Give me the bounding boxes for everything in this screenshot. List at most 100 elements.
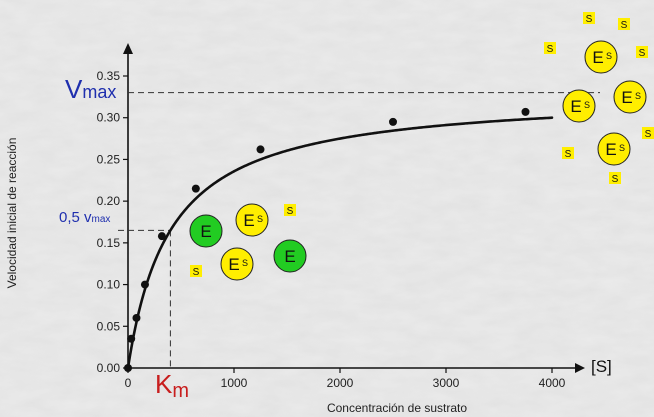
x-tick-label: 3000 — [433, 376, 460, 390]
series-curve — [126, 116, 554, 370]
enzyme-letter: E — [605, 140, 616, 159]
substrate-letter: S — [565, 149, 572, 160]
y-tick-label: 0.35 — [97, 69, 121, 83]
x-axis-end-label: [S] — [591, 357, 612, 376]
substrate-molecule: S — [618, 18, 630, 31]
y-tick-label: 0.30 — [97, 111, 121, 125]
enzyme-circle — [562, 89, 596, 123]
half-vmax-label-main: 0,5 v — [59, 209, 92, 226]
y-axis-arrowhead — [123, 43, 133, 54]
substrate-box — [190, 265, 202, 277]
bound-substrate-letter: S — [635, 91, 641, 101]
substrate-letter: S — [639, 48, 646, 59]
guide-lines — [118, 92, 600, 368]
substrate-molecule: S — [284, 204, 296, 217]
data-point — [124, 364, 132, 372]
y-axis-label: Velocidad inicial de reacción — [5, 138, 19, 289]
vmax-label: Vmax — [65, 74, 116, 104]
bound-substrate-letter: S — [619, 143, 625, 153]
x-tick-label: 1000 — [221, 376, 248, 390]
enzyme-circle — [584, 40, 618, 74]
substrate-box — [618, 18, 630, 30]
substrate-molecule: S — [642, 127, 654, 140]
substrate-box — [642, 127, 654, 139]
enzyme-letter: E — [621, 88, 632, 107]
substrate-box — [583, 12, 595, 24]
axes: 0.00 0.05 0.10 0.15 0.20 0.25 0.30 0.35 0 1000 200… — [97, 43, 585, 390]
x-tick-label: 2000 — [327, 376, 354, 390]
km-label-main: K — [155, 369, 173, 399]
substrate-letter: S — [645, 129, 652, 140]
substrate-box — [544, 42, 556, 54]
enzyme-circle — [613, 80, 647, 114]
y-tick-label: 0.00 — [97, 361, 121, 375]
substrate-letter: S — [612, 174, 619, 185]
enzyme-circle — [273, 239, 307, 273]
substrate-box — [562, 147, 574, 159]
substrate-molecule: S — [609, 172, 621, 185]
x-axis-label: Concentración de sustrato — [327, 401, 467, 415]
substrate-molecule: S — [544, 42, 556, 55]
half-vmax-label: 0,5 vmax — [59, 209, 110, 226]
substrate-box — [636, 46, 648, 58]
substrate-molecule: S — [562, 147, 574, 160]
substrate-letter: S — [547, 44, 554, 55]
y-tick-label: 0.05 — [97, 319, 121, 333]
x-tick-label: 4000 — [539, 376, 566, 390]
substrate-molecule: S — [583, 12, 595, 25]
data-point — [132, 313, 141, 322]
data-point — [521, 107, 530, 116]
rate-curve — [126, 116, 554, 370]
bound-substrate-letter: S — [257, 214, 263, 224]
half-vmax-label-sub: max — [92, 214, 111, 225]
enzyme-letter: E — [592, 48, 603, 67]
bound-substrate-letter: S — [606, 51, 612, 61]
bound-substrate-letter: S — [242, 258, 248, 268]
free-enzyme: E — [273, 239, 307, 273]
enzyme-letter: E — [284, 247, 295, 266]
enzyme-letter: E — [570, 97, 581, 116]
data-point — [157, 232, 166, 241]
enzyme-letter: E — [200, 222, 211, 241]
enzyme-circle — [220, 247, 254, 281]
x-tick-label: 0 — [125, 376, 132, 390]
y-tick-label: 0.20 — [97, 194, 121, 208]
km-label: Km — [155, 369, 189, 402]
data-points — [124, 107, 530, 372]
data-point — [191, 184, 200, 193]
substrate-molecule: S — [636, 46, 648, 59]
substrate-letter: S — [621, 20, 628, 31]
data-point — [127, 334, 136, 343]
substrate-letter: S — [193, 267, 200, 278]
enzyme-letter: E — [228, 255, 239, 274]
x-axis-arrowhead — [575, 363, 585, 373]
data-point — [140, 280, 149, 289]
substrate-letter: S — [287, 206, 294, 217]
enzyme-circle — [189, 214, 223, 248]
data-point — [389, 117, 397, 126]
free-enzyme: E — [189, 214, 223, 248]
vmax-label-sub: max — [82, 82, 116, 102]
data-point — [256, 145, 265, 154]
y-tick-label: 0.10 — [97, 278, 121, 292]
enzyme-circle — [235, 203, 269, 237]
enzyme-letter: E — [243, 211, 254, 230]
substrate-molecule: S — [190, 265, 202, 278]
enzyme-circle — [597, 132, 631, 166]
substrate-box — [609, 172, 621, 184]
y-tick-label: 0.25 — [97, 152, 121, 166]
km-label-sub: m — [172, 380, 189, 402]
substrate-box — [284, 204, 296, 216]
substrate-letter: S — [586, 14, 593, 25]
y-tick-label: 0.15 — [97, 236, 121, 250]
